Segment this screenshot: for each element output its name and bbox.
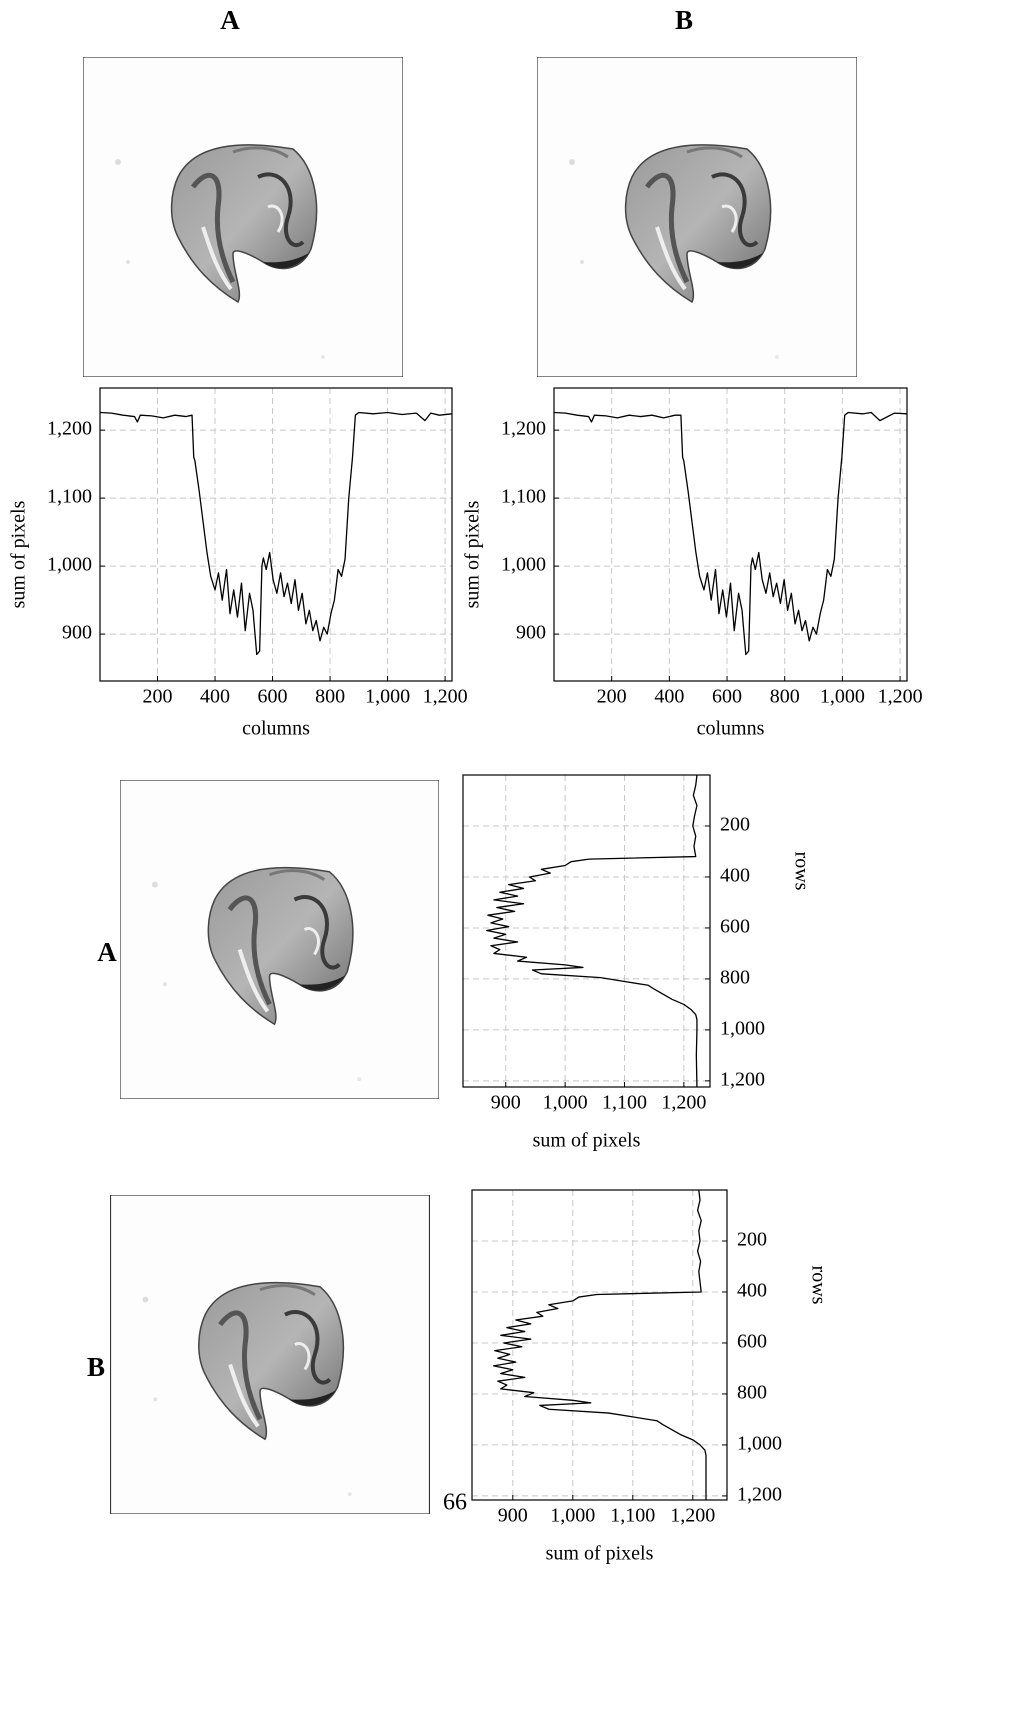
- row-axis-label: rows: [807, 1266, 829, 1305]
- y-tick-label: 1,000: [501, 554, 546, 576]
- x-tick-label: 900: [498, 1505, 528, 1527]
- x-tick-label: 1,000: [543, 1092, 588, 1114]
- y-tick-label: 1,100: [47, 486, 92, 508]
- plot-frame: [471, 1189, 728, 1501]
- row-tick-label: 1,200: [737, 1484, 782, 1506]
- x-tick-label: 1,100: [602, 1092, 647, 1114]
- row-axis-label: rows: [790, 852, 812, 891]
- x-tick-label: 200: [143, 686, 173, 708]
- x-tick-label: 800: [315, 686, 345, 708]
- profile-line: [492, 1189, 707, 1500]
- sample-image: [83, 57, 403, 377]
- profile-line: [99, 411, 453, 656]
- row-label: B: [87, 1352, 105, 1382]
- row-tick-label: 800: [737, 1382, 767, 1404]
- x-tick-label: 1,000: [550, 1505, 595, 1527]
- sample-image: [111, 1195, 430, 1514]
- column-label: B: [675, 5, 693, 35]
- profile-line: [553, 411, 908, 656]
- x-tick-label: 1,000: [365, 686, 410, 708]
- x-tick-label: 900: [491, 1092, 521, 1114]
- plot-frame: [99, 387, 453, 682]
- row-tick-label: 1,000: [737, 1433, 782, 1455]
- x-axis-label: columns: [242, 718, 310, 740]
- x-tick-label: 1,200: [661, 1092, 706, 1114]
- x-tick-label: 1,200: [878, 686, 923, 708]
- x-tick-label: 600: [258, 686, 288, 708]
- row-tick-label: 400: [720, 865, 750, 887]
- x-tick-label: 1,100: [610, 1505, 655, 1527]
- y-axis-label: sum of pixels: [462, 500, 484, 608]
- sample-image: [537, 57, 857, 377]
- row-tick-label: 1,000: [720, 1017, 765, 1039]
- x-tick-label: 1,200: [423, 686, 468, 708]
- y-tick-label: 1,100: [501, 486, 546, 508]
- sample-image: [120, 780, 439, 1099]
- plot-frame: [462, 774, 711, 1088]
- y-axis-label: sum of pixels: [8, 500, 30, 608]
- y-tick-label: 1,000: [47, 554, 92, 576]
- x-tick-label: 400: [654, 686, 684, 708]
- x-tick-label: 800: [770, 686, 800, 708]
- row-tick-label: 1,200: [720, 1068, 765, 1090]
- row-tick-label: 200: [737, 1229, 767, 1251]
- x-tick-label: 1,000: [820, 686, 865, 708]
- row-tick-label: 600: [720, 916, 750, 938]
- x-axis-label: sum of pixels: [546, 1543, 654, 1565]
- profile-line: [486, 774, 698, 1088]
- x-axis-label: sum of pixels: [533, 1130, 641, 1152]
- x-tick-label: 400: [200, 686, 230, 708]
- row-tick-label: 200: [720, 814, 750, 836]
- x-axis-label: columns: [697, 718, 765, 740]
- y-tick-label: 1,200: [501, 418, 546, 440]
- x-tick-label: 1,200: [670, 1505, 715, 1527]
- plot-frame: [553, 387, 908, 682]
- x-tick-label: 600: [712, 686, 742, 708]
- row-tick-label: 600: [737, 1331, 767, 1353]
- y-tick-label: 900: [516, 622, 546, 644]
- row-tick-label: 400: [737, 1280, 767, 1302]
- row-label: A: [97, 937, 117, 967]
- column-label: A: [220, 5, 240, 35]
- x-tick-label: 200: [597, 686, 627, 708]
- y-tick-label: 1,200: [47, 418, 92, 440]
- row-tick-label: 800: [720, 967, 750, 989]
- page-number: 66: [443, 1490, 467, 1516]
- y-tick-label: 900: [62, 622, 92, 644]
